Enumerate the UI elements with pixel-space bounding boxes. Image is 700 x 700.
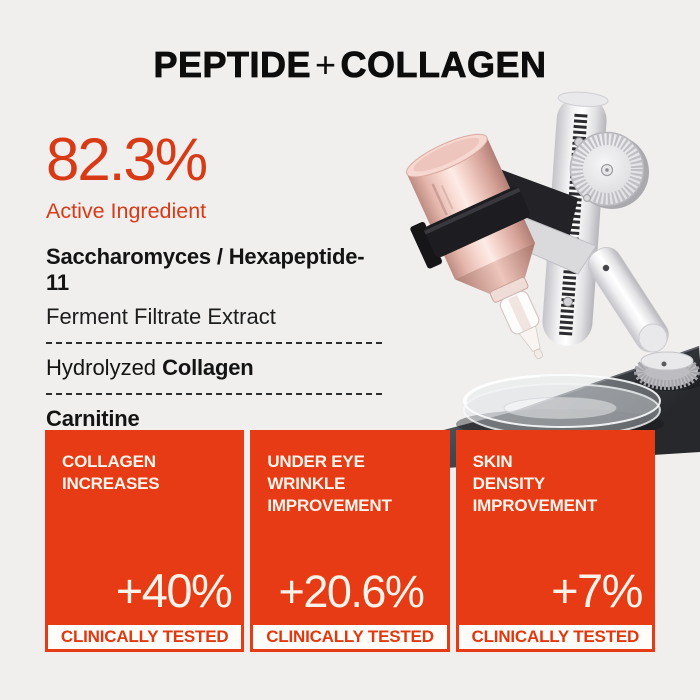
stand-base-ring: [634, 351, 700, 391]
clamp-band: [424, 186, 530, 258]
heading-line: COLLAGEN: [62, 452, 156, 471]
stat-card-collagen: COLLAGEN INCREASES +40% CLINICALLY TESTE…: [45, 430, 245, 652]
title-right: COLLAGEN: [340, 44, 547, 86]
focus-knob: [569, 131, 649, 209]
stat-label: Active Ingredient: [46, 199, 207, 223]
heading-line: INCREASES: [62, 474, 160, 494]
heading-line: SKIN: [472, 452, 513, 471]
dashed-divider: [46, 342, 382, 344]
plus-sign: +: [315, 44, 337, 85]
clinically-tested-badge: CLINICALLY TESTED: [250, 622, 450, 652]
rack-screw: [562, 296, 573, 307]
ingredient-name: Saccharomyces / Hexapeptide-11: [46, 244, 365, 295]
dropper-pipette: [499, 290, 544, 360]
ingredient-prefix: Hydrolyzed: [46, 355, 157, 380]
ingredient-name: Carnitine: [46, 406, 140, 431]
clamp-tab: [410, 221, 443, 269]
arm-screw: [602, 264, 610, 272]
heading-line: DENSITY: [472, 474, 545, 494]
serum-bottle: [406, 133, 544, 360]
ingredient-item: Hydrolyzed Collagen: [46, 355, 382, 381]
stat-card-row: COLLAGEN INCREASES +40% CLINICALLY TESTE…: [45, 430, 655, 652]
card-heading: SKIN DENSITY IMPROVEMENT: [456, 430, 655, 517]
card-value: +7%: [551, 564, 643, 617]
heading-line: WRINKLE: [267, 474, 346, 494]
ingredient-list: Saccharomyces / Hexapeptide-11 Ferment F…: [46, 244, 382, 432]
card-value: +20.6%: [278, 566, 425, 617]
clinically-tested-badge: CLINICALLY TESTED: [455, 622, 655, 652]
card-value: +40%: [115, 564, 233, 617]
stand-arm: [587, 247, 669, 353]
knob-screw: [583, 194, 591, 202]
active-ingredient-stat: 82.3% Active Ingredient: [46, 126, 208, 224]
heading-line: IMPROVEMENT: [472, 496, 598, 516]
arm-joint: [638, 323, 668, 353]
heading-line: UNDER EYE: [267, 452, 365, 471]
dashed-divider: [46, 393, 382, 395]
heading-line: IMPROVEMENT: [267, 496, 392, 516]
title-left: PEPTIDE: [153, 44, 311, 86]
stat-value: 82.3%: [46, 126, 208, 193]
dish-liquid: [503, 397, 617, 419]
bottle-label-text: [440, 184, 454, 210]
ingredient-subtext: Ferment Filtrate Extract: [46, 304, 276, 329]
product-photo: [406, 91, 700, 469]
card-heading: UNDER EYE WRINKLE IMPROVEMENT: [250, 430, 449, 517]
ingredient-item: Saccharomyces / Hexapeptide-11 Ferment F…: [46, 244, 382, 330]
card-heading: COLLAGEN INCREASES: [45, 430, 244, 495]
clinically-tested-badge: CLINICALLY TESTED: [45, 622, 245, 652]
stat-card-skin-density: SKIN DENSITY IMPROVEMENT +7% CLINICALLY …: [455, 430, 655, 652]
ingredient-name: Collagen: [162, 355, 254, 380]
bottle-label-text: [431, 183, 448, 216]
stat-card-under-eye: UNDER EYE WRINKLE IMPROVEMENT +20.6% CLI…: [250, 430, 450, 652]
page-title: PEPTIDE + COLLAGEN: [0, 44, 700, 86]
